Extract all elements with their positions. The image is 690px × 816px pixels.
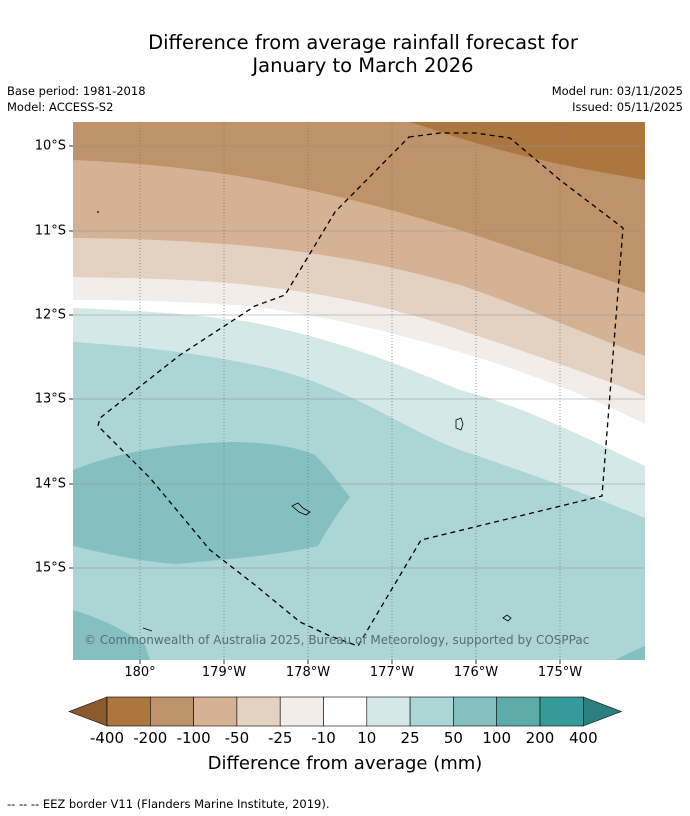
eez-footnote: -- -- -- EEZ border V11 (Flanders Marine… — [7, 797, 330, 811]
colorbar-swatch — [496, 696, 541, 727]
lon-label: 175°W — [537, 665, 583, 680]
colorbar — [68, 696, 623, 727]
colorbar-swatch — [236, 696, 281, 727]
title-line-2: January to March 2026 — [252, 54, 474, 77]
lat-label: 14°S — [34, 476, 66, 492]
colorbar-title: Difference from average (mm) — [207, 753, 483, 774]
colorbar-tick-label: 25 — [400, 729, 420, 747]
band-minus400-minus200 — [410, 122, 645, 180]
colorbar-swatch — [366, 696, 411, 727]
colorbar-tick-label: -50 — [224, 729, 250, 747]
colorbar-swatch — [409, 696, 454, 727]
island-outline-icon — [502, 614, 512, 622]
colorbar-swatch — [539, 696, 584, 727]
rainfall-map — [73, 122, 645, 660]
colorbar-tick-label: 50 — [443, 729, 463, 747]
island-outline-icon — [455, 417, 464, 431]
colorbar-tick-label: 100 — [482, 729, 512, 747]
colorbar-swatch — [453, 696, 497, 727]
model-run: Model run: 03/11/2025 — [551, 84, 683, 98]
colorbar-extend-high — [582, 696, 623, 727]
lat-ticks — [69, 145, 73, 569]
band-50-100-corner — [73, 610, 150, 660]
colorbar-tick-label: 400 — [568, 729, 598, 747]
lat-label: 10°S — [34, 138, 66, 154]
colorbar-tick-label: -25 — [267, 729, 293, 747]
colorbar-tick-label: 10 — [357, 729, 377, 747]
lon-label: 178°W — [285, 665, 331, 680]
issued-date: Issued: 05/11/2025 — [572, 100, 683, 114]
island-outline-icon — [142, 627, 153, 632]
colorbar-swatch — [150, 696, 194, 727]
colorbar-swatch — [279, 696, 324, 727]
lon-label: 177°W — [369, 665, 415, 680]
chart-title: Difference from average rainfall forecas… — [0, 31, 690, 77]
lat-label: 12°S — [34, 307, 66, 323]
lon-label: 180° — [124, 665, 156, 680]
band-50-100-se — [615, 646, 645, 660]
colorbar-tick-label: -400 — [89, 729, 125, 747]
title-line-1: Difference from average rainfall forecas… — [148, 31, 578, 54]
credit-text: © Commonwealth of Australia 2025, Bureau… — [84, 633, 590, 647]
lon-label: 176°W — [453, 665, 499, 680]
lat-label: 11°S — [34, 223, 66, 239]
meta-left: Base period: 1981-2018 Model: ACCESS-S2 — [7, 83, 146, 115]
base-period: Base period: 1981-2018 — [7, 84, 146, 98]
lon-label: 179°W — [201, 665, 247, 680]
graticule-lat — [73, 145, 645, 569]
model-name: Model: ACCESS-S2 — [7, 100, 114, 114]
colorbar-swatch — [106, 696, 151, 727]
colorbar-tick-label: -200 — [133, 729, 168, 747]
colorbar-swatch — [193, 696, 238, 727]
lat-label: 13°S — [34, 391, 66, 407]
band-50-100 — [73, 442, 350, 564]
band-minus200-minus100 — [73, 122, 645, 293]
island-outline-icon — [291, 502, 311, 516]
meta-right: Model run: 03/11/2025 Issued: 05/11/2025 — [552, 83, 683, 115]
colorbar-tick-label: -100 — [176, 729, 211, 747]
lon-ticks — [139, 660, 561, 664]
colorbar-tick-label: -10 — [311, 729, 336, 747]
colorbar-extend-low — [68, 696, 108, 727]
colorbar-swatch — [323, 696, 368, 727]
lat-label: 15°S — [34, 560, 66, 576]
island-dot-icon — [97, 211, 99, 213]
colorbar-tick-label: 200 — [525, 729, 555, 747]
